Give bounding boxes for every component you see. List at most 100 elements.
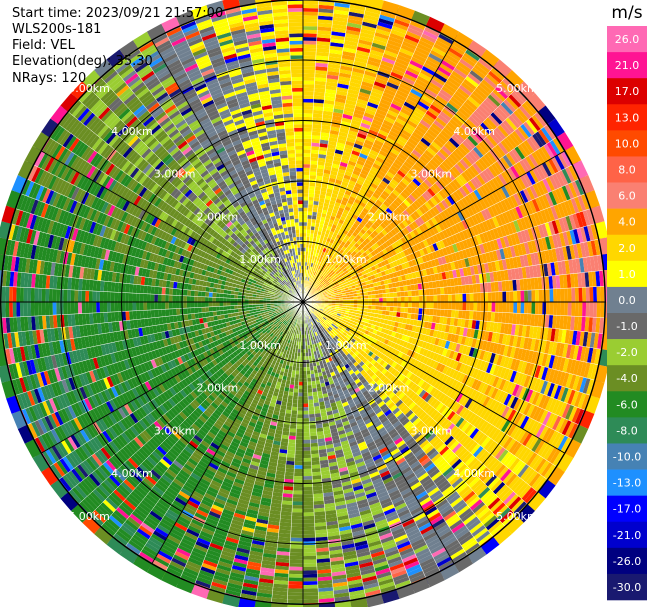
gate bbox=[372, 39, 388, 47]
gate bbox=[356, 225, 363, 232]
gate bbox=[487, 292, 492, 302]
gate bbox=[440, 302, 445, 310]
gate bbox=[303, 84, 315, 89]
gate bbox=[467, 72, 482, 85]
gate bbox=[404, 307, 409, 313]
gate bbox=[319, 143, 328, 148]
gate bbox=[305, 247, 309, 252]
gate bbox=[454, 285, 459, 294]
gate bbox=[385, 113, 397, 121]
gate bbox=[329, 200, 336, 206]
gate bbox=[303, 18, 318, 23]
gate bbox=[334, 217, 340, 223]
gate bbox=[396, 311, 401, 318]
gate bbox=[329, 174, 337, 180]
gate bbox=[538, 302, 543, 315]
gate bbox=[360, 185, 369, 192]
gate bbox=[428, 144, 439, 154]
gate bbox=[361, 21, 378, 29]
gate bbox=[375, 218, 383, 225]
gate bbox=[303, 229, 307, 234]
gate bbox=[474, 87, 488, 100]
gate bbox=[401, 129, 412, 138]
gate bbox=[308, 277, 311, 282]
ray-separator bbox=[302, 3, 351, 303]
gate bbox=[373, 81, 387, 89]
gate bbox=[318, 150, 327, 155]
gate bbox=[380, 60, 395, 69]
gate bbox=[443, 309, 448, 318]
gate bbox=[393, 292, 398, 298]
gate bbox=[426, 56, 441, 67]
gate bbox=[303, 164, 311, 168]
gate bbox=[342, 196, 349, 203]
gate bbox=[307, 277, 310, 281]
gate bbox=[313, 200, 319, 206]
gate bbox=[339, 69, 353, 75]
gate bbox=[344, 205, 351, 212]
gate bbox=[310, 282, 313, 286]
gate bbox=[303, 243, 306, 248]
gate bbox=[339, 65, 353, 72]
gate bbox=[426, 85, 440, 95]
gate bbox=[560, 288, 565, 302]
gate bbox=[451, 302, 456, 310]
gate bbox=[319, 270, 323, 275]
gate bbox=[531, 302, 536, 315]
gate bbox=[433, 168, 444, 179]
gate bbox=[375, 298, 380, 302]
gate bbox=[335, 94, 347, 100]
gate bbox=[361, 25, 377, 32]
gate bbox=[582, 287, 587, 302]
gate bbox=[407, 290, 412, 297]
gate bbox=[401, 41, 417, 50]
gate bbox=[396, 89, 409, 99]
gate bbox=[347, 18, 363, 25]
gate bbox=[370, 182, 379, 190]
gate bbox=[350, 0, 368, 7]
gate bbox=[347, 199, 355, 205]
gate bbox=[395, 117, 407, 126]
gate bbox=[312, 270, 315, 275]
gate bbox=[386, 154, 396, 162]
gate bbox=[355, 207, 363, 214]
gate bbox=[454, 310, 459, 319]
gate bbox=[386, 43, 401, 52]
gate bbox=[322, 255, 327, 260]
gate bbox=[379, 302, 383, 307]
gate bbox=[333, 156, 342, 162]
gate bbox=[316, 41, 331, 46]
gate bbox=[324, 92, 336, 98]
gate bbox=[451, 70, 466, 82]
gate bbox=[323, 278, 328, 283]
gate bbox=[343, 110, 354, 117]
gate bbox=[476, 311, 481, 321]
gate bbox=[384, 174, 393, 182]
gate bbox=[328, 177, 336, 183]
gate bbox=[346, 163, 355, 170]
gate bbox=[303, 44, 317, 49]
gate bbox=[446, 102, 459, 113]
gate bbox=[392, 124, 403, 133]
gate bbox=[389, 287, 394, 293]
gate bbox=[490, 67, 505, 81]
gate bbox=[502, 302, 507, 313]
gate bbox=[368, 53, 383, 61]
gate bbox=[379, 98, 392, 107]
gate bbox=[485, 97, 499, 110]
gate bbox=[359, 188, 367, 196]
gate bbox=[306, 236, 310, 241]
gate bbox=[431, 171, 441, 181]
gate bbox=[310, 278, 314, 283]
gate bbox=[306, 233, 311, 237]
gate bbox=[391, 68, 405, 77]
gate bbox=[355, 163, 364, 170]
gate bbox=[354, 198, 362, 205]
gate bbox=[383, 200, 391, 208]
gate bbox=[363, 74, 376, 82]
gate bbox=[350, 153, 359, 160]
ray-separator bbox=[302, 67, 494, 303]
gate bbox=[324, 265, 329, 270]
gate bbox=[379, 14, 395, 23]
gate bbox=[341, 54, 356, 61]
